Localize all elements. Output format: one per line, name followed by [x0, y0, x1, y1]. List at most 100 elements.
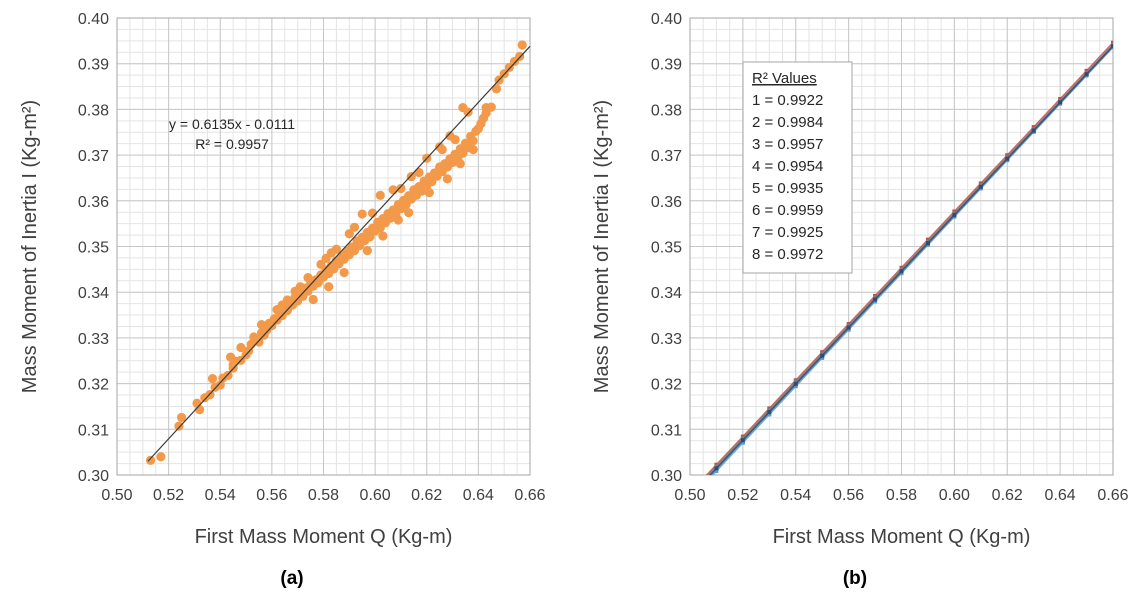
data-point [424, 187, 434, 198]
data-point [468, 145, 478, 155]
series-marker-2 [1084, 68, 1089, 73]
series-marker-2 [1058, 96, 1063, 101]
data-point [207, 373, 218, 384]
data-point [362, 246, 372, 256]
series-marker-8 [846, 325, 851, 330]
data-point [504, 62, 514, 72]
x-tick-label: 0.66 [514, 487, 545, 504]
series-marker-2 [1005, 153, 1010, 158]
y-tick-label: 0.38 [651, 102, 682, 119]
series-marker-8 [793, 381, 798, 386]
data-point [290, 286, 300, 296]
x-tick-label: 0.62 [992, 487, 1023, 504]
x-tick-label: 0.50 [101, 487, 132, 504]
x-tick-label: 0.50 [674, 487, 705, 504]
data-point [404, 208, 414, 218]
data-point [517, 40, 527, 50]
y-tick-label: 0.36 [78, 194, 109, 211]
data-point [277, 300, 287, 310]
data-point [458, 102, 468, 113]
y-tick-label: 0.40 [651, 11, 682, 28]
chart-a: 0.50 0.52 0.54 0.56 0.58 0.60 0.62 0.64 0.66 0.30… [19, 11, 546, 548]
data-point [388, 185, 398, 195]
series-marker-8 [925, 241, 930, 246]
series-marker-8 [820, 353, 825, 358]
series-marker-8 [1005, 156, 1010, 161]
data-point [228, 360, 238, 370]
series-group [705, 40, 1113, 475]
y-tick-label: 0.32 [651, 377, 682, 394]
trendline-r2: R² = 0.9957 [195, 136, 269, 152]
series-marker-2 [1031, 125, 1036, 130]
x-tick-label: 0.64 [1045, 487, 1076, 504]
data-point [406, 171, 416, 182]
x-tick-label: 0.60 [360, 487, 391, 504]
x-tick-label: 0.52 [153, 487, 184, 504]
x-tick-label: 0.66 [1097, 487, 1128, 504]
series-marker-8 [899, 269, 904, 274]
data-point [316, 259, 326, 269]
y-tick-label: 0.31 [78, 422, 109, 439]
x-tick-label: 0.52 [727, 487, 758, 504]
data-point [195, 405, 205, 415]
series-marker-8 [714, 466, 719, 471]
data-point [414, 167, 424, 178]
x-axis-label: First Mass Moment Q (Kg-m) [195, 526, 453, 548]
y-tick-label: 0.35 [78, 240, 109, 257]
series-marker-8 [740, 438, 745, 443]
y-tick-label: 0.33 [651, 331, 682, 348]
caption-a: (a) [280, 568, 303, 589]
data-point [468, 136, 478, 146]
data-point [176, 412, 187, 423]
data-point [378, 231, 388, 241]
y-tick-label: 0.30 [651, 468, 682, 485]
data-point [396, 183, 406, 194]
data-point [339, 267, 349, 278]
data-point [349, 222, 360, 232]
data-point [416, 186, 427, 196]
data-point [174, 421, 184, 431]
series-marker-8 [1111, 44, 1113, 49]
y-tick-label: 0.34 [78, 285, 109, 302]
data-point [324, 282, 334, 292]
data-point [303, 272, 313, 283]
trendline [147, 45, 531, 462]
y-tick-label: 0.36 [651, 194, 682, 211]
legend-title: R² Values [752, 70, 817, 87]
legend-entry: 5 = 0.9935 [752, 180, 823, 197]
legend: R² Values 1 = 0.9922 2 = 0.9984 3 = 0.9957 4… [742, 61, 853, 274]
y-tick-label: 0.34 [651, 285, 682, 302]
legend-entry: 8 = 0.9972 [752, 246, 823, 263]
x-tick-label: 0.56 [833, 487, 864, 504]
trendline-equation: y = 0.6135x - 0.0111 [169, 116, 295, 132]
series-marker-8 [1058, 100, 1063, 105]
data-point [225, 352, 236, 362]
x-tick-label: 0.54 [205, 487, 236, 504]
caption-b: (b) [843, 568, 867, 589]
y-tick-label: 0.38 [78, 102, 109, 119]
series-marker-2 [978, 181, 983, 186]
data-point [256, 320, 267, 330]
y-tick-label: 0.32 [78, 377, 109, 394]
x-tick-label: 0.64 [463, 487, 494, 504]
series-marker-2 [952, 209, 957, 214]
y-axis-label: Mass Moment of Inertia I (Kg-m²) [591, 100, 613, 393]
series-marker-8 [978, 184, 983, 189]
legend-entry: 2 = 0.9984 [752, 114, 823, 131]
data-point [437, 145, 447, 155]
x-tick-label: 0.58 [308, 487, 339, 504]
y-tick-label: 0.31 [651, 422, 682, 439]
data-point [156, 452, 166, 462]
x-tick-label: 0.56 [256, 487, 287, 504]
data-point [515, 51, 525, 61]
data-point [365, 232, 375, 242]
series-marker-8 [952, 212, 957, 217]
series-marker-8 [1031, 128, 1036, 133]
series-marker-8 [873, 297, 878, 302]
data-point [442, 174, 452, 184]
y-tick-label: 0.39 [651, 57, 682, 74]
plot-area-border [689, 17, 1114, 476]
data-point [450, 134, 460, 145]
series-marker-8 [767, 410, 772, 415]
